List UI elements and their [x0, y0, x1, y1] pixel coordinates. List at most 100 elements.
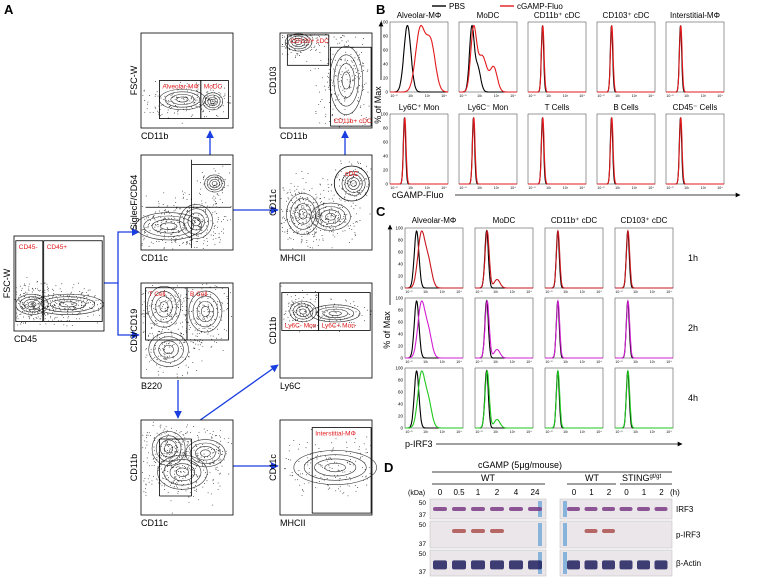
event-dot	[174, 222, 175, 224]
event-dot	[144, 488, 146, 490]
x-tick-label: 10²	[477, 186, 483, 190]
histogram-title: CD103⁺ cDC	[621, 216, 668, 225]
event-dot	[34, 298, 36, 300]
event-dot	[171, 316, 173, 318]
event-dot	[158, 482, 159, 484]
event-dot	[51, 307, 53, 309]
event-dot	[143, 239, 145, 241]
event-dot	[313, 236, 315, 238]
event-dot	[366, 119, 368, 121]
event-dot	[315, 37, 317, 39]
x-tick-label: 10⁻⁰	[390, 94, 398, 98]
histogram-curve	[405, 230, 463, 289]
event-dot	[193, 342, 194, 344]
event-dot	[189, 452, 190, 454]
contour	[159, 301, 169, 313]
event-dot	[282, 217, 283, 219]
event-dot	[168, 346, 170, 348]
event-dot	[215, 202, 217, 204]
event-dot	[281, 53, 283, 55]
event-dot	[36, 288, 38, 290]
event-dot	[366, 165, 367, 167]
histogram-title: MoDC	[477, 11, 500, 20]
event-dot	[207, 311, 209, 313]
event-dot	[176, 218, 178, 220]
lane-label: 0.5	[453, 488, 465, 497]
event-dot	[160, 229, 162, 231]
event-dot	[224, 94, 226, 96]
event-dot	[315, 217, 317, 219]
event-dot	[148, 335, 150, 337]
event-dot	[50, 317, 52, 319]
event-dot	[295, 319, 297, 321]
event-dot	[201, 219, 203, 221]
event-dot	[168, 342, 170, 344]
event-dot	[183, 193, 184, 195]
event-dot	[47, 314, 49, 316]
event-dot	[176, 481, 178, 483]
event-dot	[184, 453, 186, 455]
event-dot	[188, 310, 190, 312]
event-dot	[347, 325, 349, 327]
event-dot	[167, 434, 169, 436]
histogram-frame	[665, 21, 725, 93]
event-dot	[46, 301, 48, 303]
event-dot	[33, 289, 35, 291]
event-dot	[150, 348, 152, 350]
event-dot	[202, 345, 204, 347]
event-dot	[184, 440, 186, 442]
event-dot	[344, 114, 346, 116]
event-dot	[55, 309, 57, 311]
event-dot	[174, 437, 176, 439]
event-dot	[208, 111, 210, 113]
event-dot	[196, 488, 198, 490]
event-dot	[177, 492, 179, 494]
event-dot	[349, 181, 351, 183]
event-dot	[349, 322, 351, 324]
event-dot	[369, 213, 371, 215]
event-dot	[367, 91, 369, 93]
event-dot	[345, 451, 347, 453]
event-dot	[60, 291, 62, 293]
event-dot	[152, 216, 154, 218]
event-dot	[222, 181, 224, 182]
event-dot	[66, 305, 68, 307]
x-tick-label: 10⁻⁰	[545, 290, 553, 294]
event-dot	[168, 315, 170, 317]
event-dot	[148, 334, 150, 336]
event-dot	[360, 182, 362, 184]
event-dot	[80, 308, 82, 310]
contour	[160, 439, 178, 458]
event-dot	[67, 294, 69, 296]
x-tick-label: 10⁻⁰	[666, 94, 674, 98]
event-dot	[336, 64, 338, 66]
time-unit: (h)	[670, 488, 680, 497]
blot-membrane	[429, 498, 547, 520]
event-dot	[298, 219, 300, 220]
gate	[333, 165, 370, 202]
event-dot	[218, 453, 220, 454]
event-dot	[30, 314, 32, 316]
event-dot	[158, 200, 159, 202]
gate-label: CD103+ cDC	[290, 38, 329, 45]
event-dot	[154, 226, 156, 228]
event-dot	[327, 485, 329, 487]
event-dot	[287, 294, 289, 296]
event-dot	[280, 198, 282, 200]
event-dot	[52, 312, 54, 314]
event-dot	[324, 89, 326, 91]
legend-label: cGAMP-Fluo	[517, 2, 563, 11]
event-dot	[288, 306, 290, 308]
event-dot	[362, 62, 363, 64]
event-dot	[40, 302, 42, 304]
event-dot	[154, 320, 156, 322]
event-dot	[315, 220, 317, 222]
event-dot	[303, 483, 305, 485]
y-axis-label: % of Max	[373, 86, 383, 124]
contour	[135, 212, 203, 241]
event-dot	[186, 371, 188, 373]
event-dot	[44, 306, 46, 308]
gate-label: Ly6C+ Mon	[322, 323, 356, 330]
contour	[288, 35, 309, 50]
event-dot	[144, 111, 146, 113]
